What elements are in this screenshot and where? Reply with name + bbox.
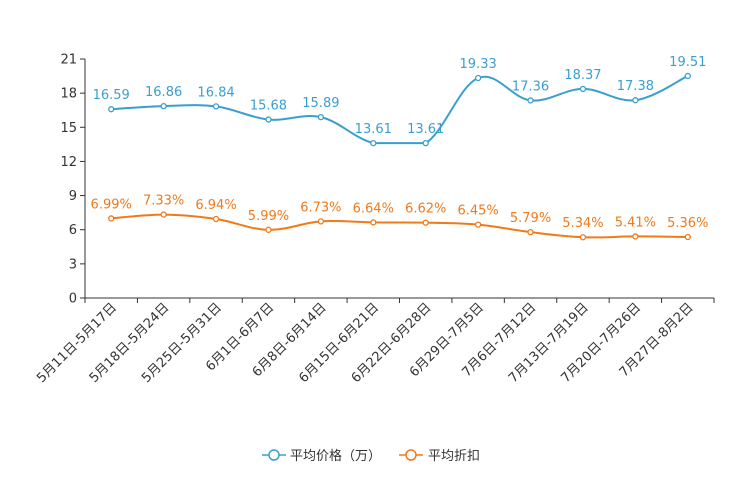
data-point	[684, 72, 691, 80]
data-label: 17.36	[512, 79, 549, 94]
data-point	[632, 97, 639, 104]
data-label: 19.51	[669, 55, 706, 70]
data-point	[108, 106, 115, 113]
data-point	[579, 85, 587, 93]
legend-marker-0	[268, 449, 280, 461]
legend[interactable]: 平均价格（万） 平均折扣	[262, 448, 480, 464]
data-label: 5.41%	[615, 215, 656, 230]
data-label: 16.84	[197, 85, 234, 100]
y-tick-label: 21	[60, 53, 77, 68]
data-point	[108, 215, 115, 222]
data-point	[265, 226, 272, 233]
series-layer: 16.59 16.86 16.84 15.68 15.89 13.61 13.61 19.33…	[91, 55, 708, 241]
legend-marker-1	[405, 449, 417, 461]
data-point	[527, 228, 534, 236]
data-label: 18.37	[564, 68, 601, 83]
data-label: 6.62%	[405, 202, 446, 217]
legend-label-1: 平均折扣	[428, 449, 480, 464]
data-point	[422, 139, 429, 147]
data-point	[265, 116, 272, 123]
data-point	[474, 74, 482, 82]
data-label: 15.89	[302, 96, 339, 111]
data-point	[527, 97, 534, 104]
y-tick-label: 6	[69, 223, 77, 238]
y-tick-label: 12	[60, 155, 77, 170]
data-point	[160, 102, 167, 110]
data-label: 5.79%	[510, 211, 551, 226]
y-tick-label: 18	[60, 87, 77, 102]
data-label: 16.86	[145, 85, 182, 100]
data-point	[370, 219, 377, 226]
legend-label-0: 平均价格（万）	[290, 448, 381, 464]
data-point	[370, 139, 377, 147]
data-label: 6.45%	[457, 204, 498, 219]
data-label: 13.61	[355, 122, 392, 137]
data-label: 5.99%	[248, 209, 289, 224]
data-point	[212, 103, 220, 110]
axes: 0369121518215月11日-5月17日5月18日-5月24日5月25日-…	[34, 53, 715, 386]
data-label: 5.34%	[562, 216, 603, 231]
data-point	[579, 234, 587, 241]
y-tick-label: 9	[69, 189, 77, 204]
data-point	[317, 218, 325, 225]
data-label: 6.99%	[91, 197, 132, 212]
data-point	[474, 221, 482, 228]
data-label: 6.94%	[195, 198, 236, 213]
data-label: 19.33	[460, 57, 497, 72]
data-label: 17.38	[617, 79, 654, 94]
y-tick-label: 0	[69, 292, 77, 307]
data-label: 6.73%	[300, 200, 341, 215]
data-label: 5.36%	[667, 216, 708, 231]
data-label: 6.64%	[353, 201, 394, 216]
data-label: 13.61	[407, 122, 444, 137]
data-point	[422, 219, 429, 226]
data-point	[160, 211, 167, 218]
data-label: 16.59	[93, 88, 130, 103]
data-point	[684, 233, 691, 241]
data-label: 15.68	[250, 99, 287, 114]
data-label: 7.33%	[143, 194, 184, 209]
y-tick-label: 3	[69, 257, 77, 272]
data-point	[212, 215, 220, 223]
data-point	[317, 114, 325, 121]
y-tick-label: 15	[60, 121, 77, 136]
series-line-1	[111, 213, 688, 239]
data-point	[632, 233, 639, 240]
